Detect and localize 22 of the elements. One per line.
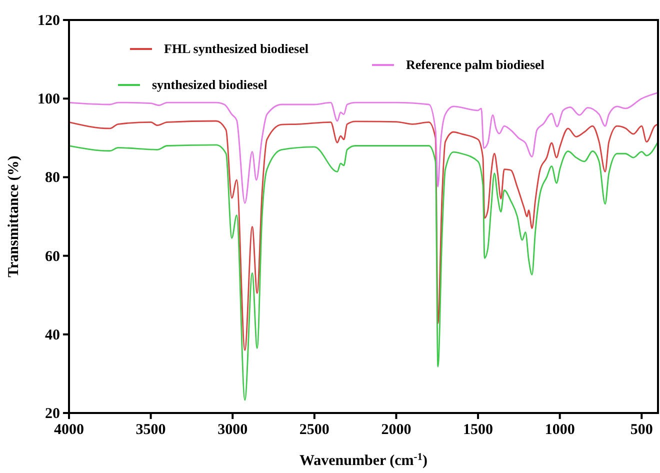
x-tick-label: 1000 xyxy=(544,422,575,438)
x-tick-label: 1500 xyxy=(463,422,494,438)
y-tick-label: 40 xyxy=(45,327,60,344)
line-series xyxy=(69,92,658,204)
legend-label: Reference palm biodiesel xyxy=(406,57,545,72)
line-series xyxy=(69,141,658,401)
y-axis-title: Transmittance (%) xyxy=(6,156,22,278)
y-tick-label: 120 xyxy=(38,13,60,29)
x-tick-label: 3500 xyxy=(136,422,166,438)
x-axis-title: Wavenumber (cm$^{-1}$) xyxy=(299,452,428,469)
line-series xyxy=(69,120,658,351)
y-tick-label: 60 xyxy=(45,248,60,265)
legend-label: synthesized biodiesel xyxy=(152,77,268,92)
legend-label: FHL synthesized biodiesel xyxy=(164,41,309,56)
y-tick-label: 80 xyxy=(45,170,60,186)
x-tick-label: 500 xyxy=(630,422,653,438)
x-tick-label: 2500 xyxy=(299,422,330,438)
x-tick-label: 4000 xyxy=(54,422,84,438)
x-tick-label: 3000 xyxy=(218,422,248,438)
x-tick-label: 2000 xyxy=(381,422,412,438)
y-tick-label: 20 xyxy=(45,406,60,422)
y-tick-label: 100 xyxy=(38,92,60,108)
